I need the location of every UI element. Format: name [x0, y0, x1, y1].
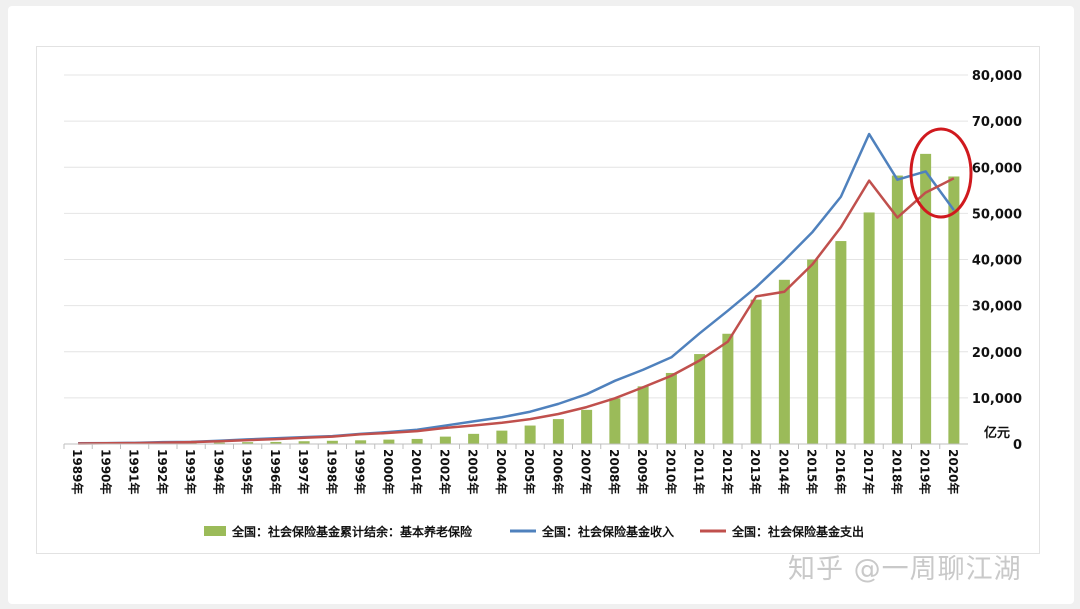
y-tick-label: 50,000: [972, 207, 1022, 222]
x-tick-label: 2006年: [550, 449, 565, 494]
y-tick-label: 80,000: [972, 69, 1022, 84]
x-tick-label: 1991年: [127, 449, 142, 494]
watermark: 知乎 @一周聊江湖: [788, 547, 1022, 586]
x-tick-label: 2005年: [522, 449, 537, 494]
y-tick-label: 70,000: [972, 115, 1022, 130]
y-tick-label: 40,000: [972, 254, 1022, 269]
x-tick-label: 2013年: [748, 449, 763, 494]
bar-series: [73, 154, 960, 444]
x-tick-label: 1998年: [324, 449, 339, 494]
x-tick-label: 1994年: [211, 449, 226, 494]
bar: [496, 431, 507, 444]
y-tick-label: 20,000: [972, 346, 1022, 361]
x-tick-label: 2007年: [579, 449, 594, 494]
legend: 全国：社会保险基金累计结余：基本养老保险 全国：社会保险基金收入 全国：社会保险基金…: [204, 524, 864, 539]
x-tick-label: 2012年: [720, 449, 735, 494]
bar: [383, 440, 394, 444]
bar: [412, 439, 423, 444]
bar: [807, 260, 818, 445]
x-tick-label: 1990年: [98, 449, 113, 494]
x-tick-label: 2020年: [946, 449, 961, 494]
bar: [666, 373, 677, 444]
bar: [864, 212, 875, 444]
x-tick-label: 2003年: [466, 449, 481, 494]
x-tick-label: 1997年: [296, 449, 311, 494]
y-tick-label: 60,000: [972, 161, 1022, 176]
x-axis: 1989年 1990年 1991年 1992年 1993年 1994年 1995年 1996年…: [64, 444, 968, 494]
x-tick-label: 2011年: [692, 449, 707, 494]
y-tick-label: 30,000: [972, 300, 1022, 315]
legend-swatch: [204, 526, 226, 536]
x-tick-label: 2000年: [381, 449, 396, 494]
bar: [779, 280, 790, 444]
x-tick-label: 1996年: [268, 449, 283, 494]
bar: [581, 410, 592, 444]
legend-label: 全国：社会保险基金收入: [541, 524, 674, 539]
bar: [638, 386, 649, 444]
x-tick-label: 2009年: [635, 449, 650, 494]
x-tick-label: 2016年: [833, 449, 848, 494]
bar: [525, 426, 536, 444]
x-tick-label: 2010年: [663, 449, 678, 494]
x-tick-label: 2004年: [494, 449, 509, 494]
series-line: [78, 134, 954, 443]
x-tick-label: 2014年: [776, 449, 791, 494]
x-tick-label: 2019年: [918, 449, 933, 494]
legend-label: 全国：社会保险基金累计结余：基本养老保险: [231, 524, 473, 539]
bar: [694, 354, 705, 444]
y-tick-label: 0: [1013, 438, 1022, 453]
bar: [609, 398, 620, 444]
grid-lines: [64, 75, 968, 444]
y-tick-label: 10,000: [972, 392, 1022, 407]
x-tick-label: 1999年: [353, 449, 368, 494]
bar: [751, 300, 762, 444]
x-tick-label: 1992年: [155, 449, 170, 494]
y-axis: 0 10,000 20,000 30,000 40,000 50,000 60,000 70,…: [972, 69, 1022, 453]
bar: [722, 334, 733, 444]
bar: [553, 419, 564, 444]
x-tick-label: 1995年: [240, 449, 255, 494]
x-tick-label: 1989年: [70, 449, 85, 494]
line-series: [78, 134, 954, 443]
x-tick-label: 2018年: [889, 449, 904, 494]
bar: [468, 434, 479, 444]
bar: [355, 440, 366, 444]
legend-label: 全国：社会保险基金支出: [731, 524, 864, 539]
y-axis-unit: 亿元: [984, 425, 1010, 441]
x-tick-label: 2008年: [607, 449, 622, 494]
bar: [835, 241, 846, 444]
x-tick-label: 2017年: [861, 449, 876, 494]
x-tick-label: 2001年: [409, 449, 424, 494]
bar: [440, 437, 451, 444]
x-tick-label: 2015年: [805, 449, 820, 494]
x-tick-label: 1993年: [183, 449, 198, 494]
x-tick-label: 2002年: [437, 449, 452, 494]
